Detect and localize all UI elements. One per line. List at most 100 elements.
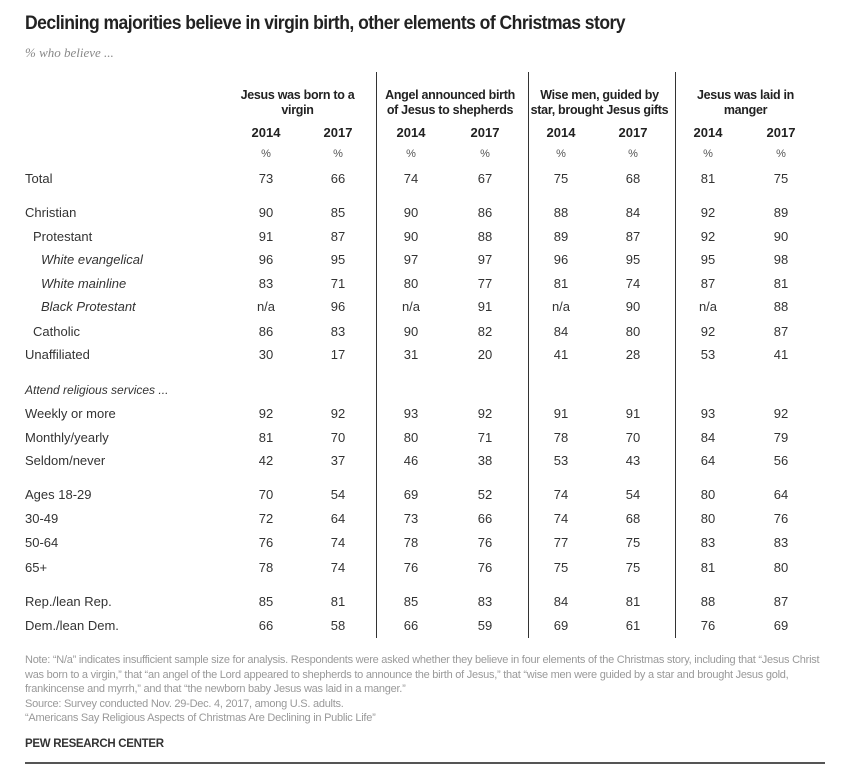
column-group-header: Jesus was born to a virgin bbox=[240, 88, 355, 117]
table-cell: 70 bbox=[258, 487, 274, 502]
table-cell: 81 bbox=[330, 594, 346, 609]
table-cell: 67 bbox=[477, 171, 493, 186]
table-cell: 71 bbox=[477, 430, 493, 445]
table-cell: 88 bbox=[477, 229, 493, 244]
row-label: Monthly/yearly bbox=[25, 430, 109, 445]
table-cell: 87 bbox=[773, 594, 789, 609]
column-divider bbox=[675, 72, 676, 638]
table-cell: 53 bbox=[700, 347, 716, 362]
table-cell: 92 bbox=[700, 205, 716, 220]
table-cell: 80 bbox=[773, 560, 789, 575]
table-cell: 87 bbox=[625, 229, 641, 244]
unit-label: % bbox=[703, 148, 713, 160]
row-label: Attend religious services ... bbox=[25, 383, 169, 397]
table-cell: 81 bbox=[258, 430, 274, 445]
table-cell: 84 bbox=[553, 594, 569, 609]
column-group-header: Wise men, guided by star, brought Jesus … bbox=[530, 88, 669, 117]
table-cell: n/a bbox=[401, 299, 421, 314]
table-cell: 69 bbox=[773, 618, 789, 633]
table-cell: 78 bbox=[258, 560, 274, 575]
table-cell: 76 bbox=[477, 560, 493, 575]
row-label: 65+ bbox=[25, 560, 48, 575]
table-cell: 68 bbox=[625, 511, 641, 526]
table-cell: 92 bbox=[330, 406, 346, 421]
row-label: 30-49 bbox=[25, 511, 59, 526]
table-cell: 31 bbox=[403, 347, 419, 362]
table-cell: 90 bbox=[403, 229, 419, 244]
year-header: 2014 bbox=[396, 125, 426, 140]
table-cell: 81 bbox=[773, 276, 789, 291]
column-divider bbox=[528, 72, 529, 638]
table-cell: 70 bbox=[625, 430, 641, 445]
table-cell: 41 bbox=[553, 347, 569, 362]
footnote: Note: “N/a” indicates insufficient sampl… bbox=[25, 653, 835, 726]
table-cell: 75 bbox=[625, 560, 641, 575]
row-label: Weekly or more bbox=[25, 406, 116, 421]
table-cell: 75 bbox=[625, 535, 641, 550]
table-cell: 92 bbox=[258, 406, 274, 421]
year-header: 2017 bbox=[470, 125, 500, 140]
row-label: Total bbox=[25, 171, 53, 186]
table-cell: 92 bbox=[700, 324, 716, 339]
table-cell: 70 bbox=[330, 430, 346, 445]
table-cell: 85 bbox=[403, 594, 419, 609]
table-cell: 56 bbox=[773, 453, 789, 468]
column-group-header: Jesus was laid in manger bbox=[696, 88, 795, 117]
table-cell: 37 bbox=[330, 453, 346, 468]
unit-label: % bbox=[333, 148, 343, 160]
table-cell: 52 bbox=[477, 487, 493, 502]
unit-label: % bbox=[628, 148, 638, 160]
table-cell: 90 bbox=[625, 299, 641, 314]
table-cell: 76 bbox=[403, 560, 419, 575]
table-cell: 79 bbox=[773, 430, 789, 445]
year-header: 2017 bbox=[766, 125, 796, 140]
table-cell: 92 bbox=[477, 406, 493, 421]
unit-label: % bbox=[776, 148, 786, 160]
table-cell: 78 bbox=[403, 535, 419, 550]
table-cell: 46 bbox=[403, 453, 419, 468]
table-cell: 91 bbox=[258, 229, 274, 244]
table-cell: 69 bbox=[553, 618, 569, 633]
table-cell: 83 bbox=[773, 535, 789, 550]
table-cell: 83 bbox=[258, 276, 274, 291]
table-cell: 91 bbox=[553, 406, 569, 421]
row-label: White mainline bbox=[41, 276, 127, 291]
table-cell: 88 bbox=[553, 205, 569, 220]
table-cell: 88 bbox=[773, 299, 789, 314]
table-cell: 74 bbox=[553, 487, 569, 502]
table-cell: n/a bbox=[551, 299, 571, 314]
table-cell: 89 bbox=[553, 229, 569, 244]
table-cell: 83 bbox=[330, 324, 346, 339]
table-cell: 81 bbox=[553, 276, 569, 291]
table-cell: 81 bbox=[625, 594, 641, 609]
table-cell: 98 bbox=[773, 252, 789, 267]
table-cell: 80 bbox=[403, 276, 419, 291]
table-cell: 54 bbox=[330, 487, 346, 502]
table-cell: 68 bbox=[625, 171, 641, 186]
table-cell: 85 bbox=[258, 594, 274, 609]
table-cell: 86 bbox=[258, 324, 274, 339]
table-cell: 74 bbox=[625, 276, 641, 291]
table-cell: 17 bbox=[330, 347, 346, 362]
row-label: Protestant bbox=[33, 229, 93, 244]
table-cell: 96 bbox=[330, 299, 346, 314]
table-cell: 95 bbox=[330, 252, 346, 267]
table-cell: 43 bbox=[625, 453, 641, 468]
table-cell: n/a bbox=[256, 299, 276, 314]
table-cell: 75 bbox=[553, 560, 569, 575]
table-cell: 74 bbox=[403, 171, 419, 186]
row-label: Rep./lean Rep. bbox=[25, 594, 112, 609]
table-cell: 69 bbox=[403, 487, 419, 502]
table-cell: 30 bbox=[258, 347, 274, 362]
year-header: 2014 bbox=[693, 125, 723, 140]
row-label: Seldom/never bbox=[25, 453, 106, 468]
table-cell: 77 bbox=[477, 276, 493, 291]
table-cell: 91 bbox=[477, 299, 493, 314]
table-cell: 90 bbox=[773, 229, 789, 244]
table-cell: 66 bbox=[403, 618, 419, 633]
row-label: Unaffiliated bbox=[25, 347, 90, 362]
table-cell: 28 bbox=[625, 347, 641, 362]
year-header: 2014 bbox=[546, 125, 576, 140]
table-cell: 87 bbox=[773, 324, 789, 339]
table-cell: 66 bbox=[330, 171, 346, 186]
